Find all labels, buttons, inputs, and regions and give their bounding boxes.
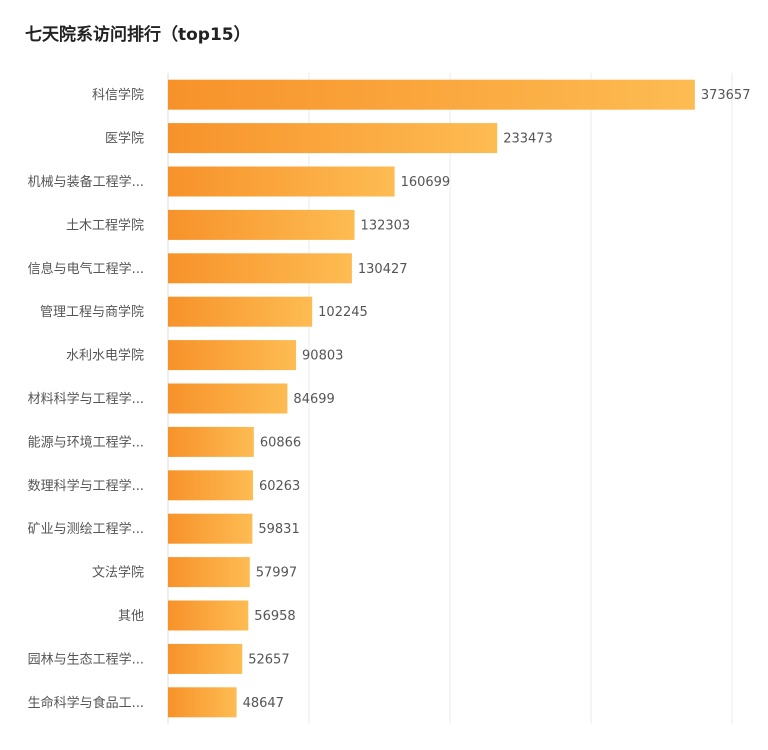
bar[interactable] [168, 123, 498, 154]
category-label: 信息与电气工程学... [28, 261, 144, 277]
category-label: 能源与环境工程学... [28, 434, 144, 450]
bar[interactable] [168, 643, 243, 674]
category-label: 管理工程与商学院 [40, 304, 144, 320]
labels: 科信学院 373657 医学院 233473 机械与装备工程学... 160699 土木工程… [28, 87, 751, 711]
bar[interactable] [168, 296, 313, 327]
value-label: 57997 [256, 566, 297, 581]
category-label: 土木工程学院 [66, 217, 144, 233]
bar[interactable] [168, 557, 250, 588]
value-label: 84699 [293, 392, 334, 407]
category-label: 其他 [118, 609, 144, 624]
value-label: 102245 [318, 305, 368, 320]
chart-title: 七天院系访问排行（top15） [25, 25, 251, 45]
value-label: 160699 [401, 175, 451, 190]
category-label: 医学院 [105, 131, 144, 147]
category-label: 文法学院 [92, 565, 144, 581]
value-label: 373657 [701, 88, 751, 103]
value-label: 56958 [254, 609, 295, 624]
bar[interactable] [168, 513, 253, 544]
bar[interactable] [168, 209, 355, 240]
value-label: 132303 [361, 218, 411, 233]
value-label: 60866 [260, 435, 301, 450]
value-label: 48647 [243, 696, 284, 711]
bar[interactable] [168, 426, 254, 457]
bar[interactable] [168, 166, 395, 197]
category-label: 矿业与测绘工程学... [28, 521, 144, 537]
value-label: 59831 [258, 522, 299, 537]
bar[interactable] [168, 253, 352, 284]
value-label: 233473 [503, 132, 553, 147]
value-label: 90803 [302, 349, 343, 364]
value-label: 52657 [248, 652, 289, 667]
value-label: 130427 [358, 262, 408, 277]
bar[interactable] [168, 79, 695, 110]
bar[interactable] [168, 687, 237, 718]
bar[interactable] [168, 340, 297, 371]
category-label: 数理科学与工程学... [28, 478, 144, 494]
category-label: 园林与生态工程学... [28, 651, 144, 667]
category-label: 科信学院 [92, 87, 144, 103]
category-label: 机械与装备工程学... [28, 174, 144, 190]
category-label: 生命科学与食品工... [28, 695, 144, 711]
bar[interactable] [168, 600, 249, 631]
bar[interactable] [168, 383, 288, 414]
bar[interactable] [168, 470, 253, 501]
category-label: 水利水电学院 [66, 348, 144, 364]
value-label: 60263 [259, 479, 300, 494]
bars [168, 79, 695, 718]
category-label: 材料科学与工程学... [28, 391, 144, 407]
